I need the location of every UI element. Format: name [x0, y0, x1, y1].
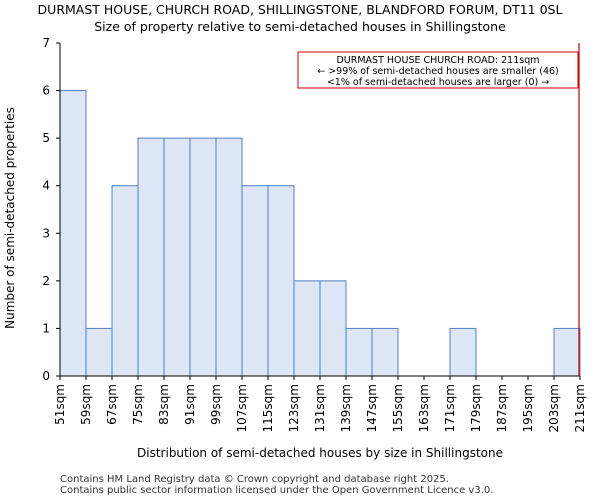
y-tick-label: 6 [42, 84, 50, 98]
annotation-box [297, 51, 579, 89]
histogram-bar [111, 185, 139, 377]
y-tick-label: 1 [42, 321, 50, 335]
annotation-line-3: <1% of semi-detached houses are larger (… [327, 77, 549, 88]
histogram-bar [189, 137, 217, 377]
footer-line-1: Contains HM Land Registry data © Crown c… [60, 474, 449, 485]
x-tick-label: 147sqm [365, 384, 379, 432]
histogram-bar [215, 137, 243, 377]
x-tick-label: 179sqm [469, 384, 483, 432]
histogram-chart: 0 1 2 3 4 5 6 7 51sqm 59sqm 67sqm 75sqm 83sqm 91sqm 9… [3, 36, 587, 460]
x-tick-label: 107sqm [235, 384, 249, 432]
histogram-bar [163, 137, 191, 377]
histogram-bar [267, 185, 295, 377]
y-tick-label: 0 [42, 369, 50, 383]
x-tick-label: 51sqm [53, 384, 67, 425]
x-tick-label: 195sqm [521, 384, 535, 432]
y-tick-label: 3 [42, 226, 50, 240]
histogram-bar [59, 90, 87, 377]
histogram-bar [345, 327, 373, 377]
x-tick-label: 99sqm [209, 384, 223, 425]
y-ticks-group: 0 1 2 3 4 5 6 7 [42, 36, 60, 383]
histogram-bar [241, 185, 269, 377]
annotation-line-1: DURMAST HOUSE CHURCH ROAD: 211sqm [336, 55, 539, 66]
x-tick-label: 139sqm [339, 384, 353, 432]
x-tick-label: 155sqm [391, 384, 405, 432]
histogram-bar [85, 327, 113, 377]
x-tick-label: 163sqm [417, 384, 431, 432]
bars-group [59, 90, 581, 377]
x-tick-label: 75sqm [131, 384, 145, 425]
y-tick-label: 5 [42, 131, 50, 145]
chart-title: DURMAST HOUSE, CHURCH ROAD, SHILLINGSTON… [37, 2, 563, 17]
histogram-bar [137, 137, 165, 377]
x-tick-label: 187sqm [495, 384, 509, 432]
histogram-bar [293, 280, 321, 377]
histogram-bar [371, 327, 399, 377]
x-ticks-group: 51sqm 59sqm 67sqm 75sqm 83sqm 91sqm 99sqm 107sq… [53, 376, 587, 432]
x-tick-label: 203sqm [547, 384, 561, 432]
y-tick-label: 4 [42, 179, 50, 193]
x-axis-label: Distribution of semi-detached houses by … [137, 446, 503, 460]
y-tick-label: 7 [42, 36, 50, 50]
x-tick-label: 59sqm [79, 384, 93, 425]
histogram-bar [319, 280, 347, 377]
x-tick-label: 123sqm [287, 384, 301, 432]
y-axis-label: Number of semi-detached properties [3, 107, 17, 329]
annotation-line-2: ← >99% of semi-detached houses are small… [317, 66, 559, 77]
histogram-bar [553, 327, 581, 377]
x-tick-label: 131sqm [313, 384, 327, 432]
chart-subtitle: Size of property relative to semi-detach… [94, 19, 506, 34]
x-tick-label: 211sqm [573, 384, 587, 432]
x-tick-label: 171sqm [443, 384, 457, 432]
x-tick-label: 67sqm [105, 384, 119, 425]
x-tick-label: 83sqm [157, 384, 171, 425]
y-tick-label: 2 [42, 274, 50, 288]
footer-line-2: Contains public sector information licen… [60, 485, 494, 496]
histogram-bar [449, 327, 477, 377]
x-tick-label: 115sqm [261, 384, 275, 432]
x-tick-label: 91sqm [183, 384, 197, 425]
